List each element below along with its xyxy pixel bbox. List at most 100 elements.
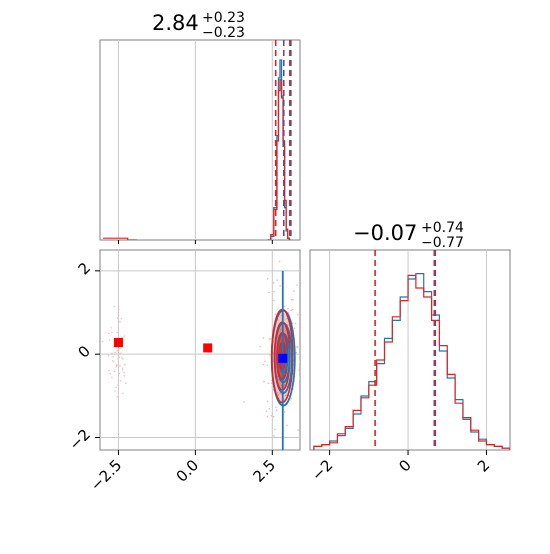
sample-point: [111, 352, 113, 355]
sample-point: [296, 345, 299, 348]
sample-point: [272, 415, 275, 418]
sample-point: [293, 290, 295, 292]
sample-point: [120, 352, 122, 355]
sample-point: [290, 309, 292, 312]
sample-point: [107, 332, 110, 335]
sample-point: [113, 305, 116, 308]
histogram-title-upper-error: +0.74: [421, 220, 464, 236]
sample-point: [267, 382, 270, 385]
sample-point: [115, 386, 117, 389]
histogram-panel-param-2: −2 0 2 −0.07 +0.74 −0.77: [308, 220, 511, 484]
sample-point: [113, 370, 116, 373]
sample-point: [287, 311, 290, 314]
sample-point: [266, 400, 269, 403]
sample-point: [298, 435, 300, 438]
sample-point: [277, 319, 279, 321]
sample-point: [107, 354, 110, 357]
sample-point: [123, 371, 125, 374]
sample-point: [272, 299, 275, 302]
sample-point: [119, 379, 122, 382]
sample-point: [119, 365, 121, 367]
x-tick-label: 0.0: [173, 456, 203, 486]
sample-point: [291, 322, 294, 325]
histogram-title-lower-error: −0.77: [421, 235, 464, 251]
sample-point: [270, 379, 273, 382]
sample-point: [117, 358, 119, 360]
sample-point: [293, 327, 296, 330]
sample-point: [109, 373, 112, 375]
sample-point: [115, 366, 118, 368]
sample-point: [259, 345, 262, 348]
sample-point: [120, 357, 123, 359]
sample-point: [108, 369, 110, 372]
truth-marker: [203, 343, 213, 353]
sample-point: [269, 337, 271, 340]
sample-point: [290, 298, 293, 301]
sample-point: [266, 277, 269, 280]
sample-point: [275, 406, 277, 408]
sample-point: [121, 367, 124, 370]
sample-point: [264, 360, 266, 362]
sample-point: [270, 414, 272, 417]
sample-point: [116, 331, 118, 334]
sample-point: [280, 393, 282, 395]
sample-point: [114, 390, 116, 392]
sample-point: [296, 460, 298, 462]
sample-point: [122, 358, 124, 360]
sample-point: [262, 363, 265, 366]
histogram-series: [313, 274, 510, 450]
sample-point: [275, 409, 278, 411]
histogram-title-lower-error: −0.23: [202, 25, 245, 41]
sample-point: [118, 356, 121, 359]
x-tick-label: 2.5: [250, 456, 280, 486]
truth-marker: [113, 338, 123, 347]
sample-point: [273, 435, 275, 437]
sample-point: [276, 279, 278, 281]
sample-point: [118, 308, 120, 311]
truth-marker: [278, 353, 288, 363]
sample-point: [112, 359, 114, 362]
sample-point: [284, 394, 287, 397]
sample-point: [116, 317, 119, 320]
x-tick-label: 2: [474, 456, 493, 475]
sample-point: [283, 384, 286, 386]
sample-point: [300, 375, 302, 377]
density-panel-param-1-2: −2.5 0.0 2.5 −2 0 2: [66, 249, 302, 495]
x-tick-label: −2.5: [87, 456, 125, 494]
sample-point: [108, 338, 111, 341]
histogram-series: [267, 79, 291, 240]
sample-point: [299, 377, 300, 379]
sample-point: [123, 375, 125, 377]
sample-point: [117, 384, 119, 386]
sample-point: [272, 360, 274, 363]
x-tick-label: −2: [308, 456, 336, 484]
sample-point: [274, 313, 277, 316]
sample-point: [283, 411, 286, 413]
sample-point: [122, 392, 124, 395]
sample-point: [118, 347, 120, 350]
sample-point: [278, 260, 281, 263]
y-tick-label: 0: [75, 342, 94, 361]
sample-point: [116, 349, 118, 352]
sample-point: [286, 424, 288, 427]
sample-point: [111, 376, 113, 379]
sample-point: [276, 392, 279, 394]
density-panel-frame: [99, 249, 301, 451]
sample-point: [243, 401, 245, 403]
histogram-panel-param-1: 2.84 +0.23 −0.23: [99, 10, 301, 244]
sample-point: [119, 320, 121, 323]
sample-point: [266, 364, 269, 367]
sample-point: [101, 340, 104, 343]
sample-point: [123, 335, 126, 337]
sample-point: [114, 351, 116, 354]
sample-point: [121, 369, 124, 371]
sample-point: [283, 305, 286, 308]
sample-point: [268, 291, 270, 294]
sample-point: [299, 361, 300, 363]
sample-point: [294, 322, 297, 325]
sample-point: [296, 284, 298, 286]
sample-point: [269, 353, 271, 356]
sample-point: [295, 351, 298, 354]
histogram-panel-frame: [309, 249, 511, 451]
sample-point: [274, 428, 276, 431]
